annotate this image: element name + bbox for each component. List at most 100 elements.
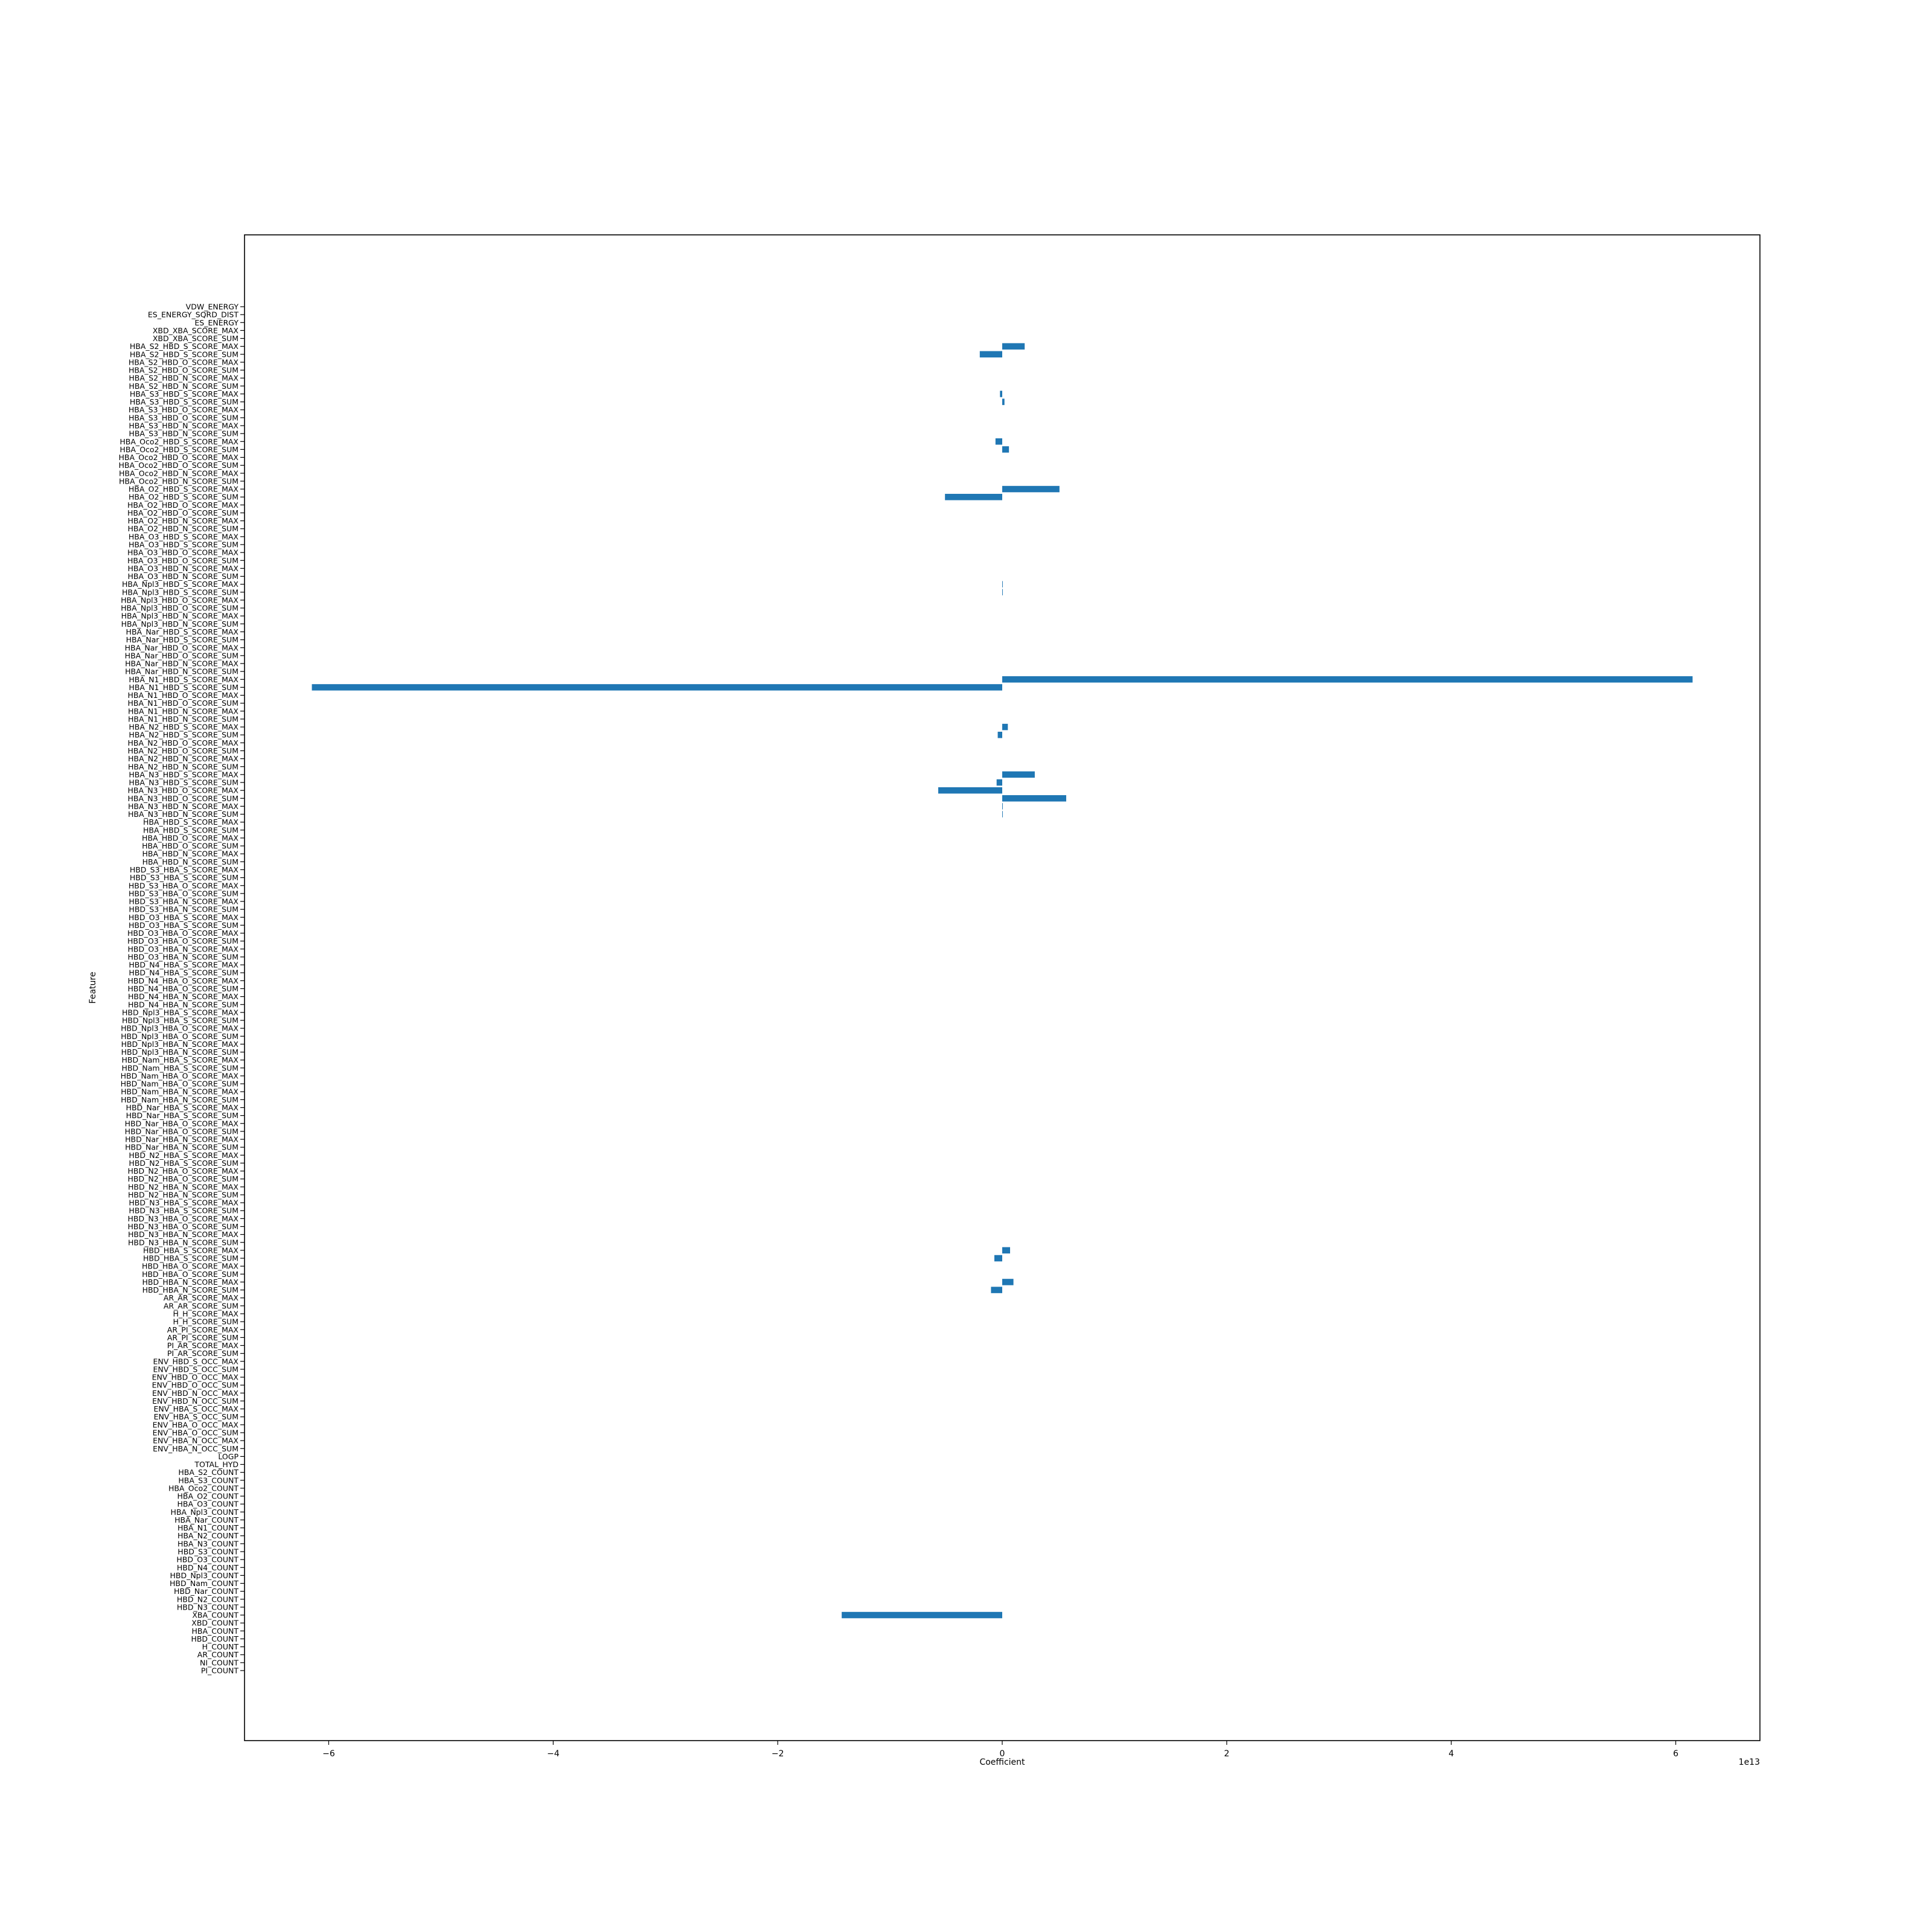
y-tick-label: HBA_O2_HBD_S_SCORE_MAX <box>129 485 239 494</box>
x-tick-label: 4 <box>1448 1749 1454 1759</box>
y-tick-label: HBA_N3_HBD_N_SCORE_MAX <box>128 802 238 811</box>
y-tick-label: HBD_N4_HBA_O_SCORE_MAX <box>127 976 238 985</box>
y-tick-label: HBA_Nar_HBD_N_SCORE_SUM <box>125 667 238 676</box>
y-tick-label: HBD_O3_COUNT <box>176 1555 238 1564</box>
bar-HBD_HBA_S_SCORE_MAX <box>1002 1247 1011 1254</box>
y-tick-label: HBA_Npl3_COUNT <box>171 1508 239 1517</box>
y-tick-label: HBD_O3_HBA_N_SCORE_MAX <box>127 944 238 953</box>
y-tick-label: HBD_Npl3_HBA_O_SCORE_MAX <box>121 1024 238 1033</box>
y-tick-label: XBD_XBA_SCORE_MAX <box>153 326 239 335</box>
y-tick-label: HBA_COUNT <box>192 1627 239 1636</box>
y-tick-label: ENV_HBD_N_OCC_MAX <box>152 1389 238 1398</box>
y-tick-label: HBA_N3_HBD_N_SCORE_SUM <box>128 810 238 819</box>
y-tick-label: HBA_HBD_O_SCORE_SUM <box>142 842 238 851</box>
y-tick-label: HBA_Npl3_HBD_N_SCORE_SUM <box>121 619 238 629</box>
y-tick-label: XBD_COUNT <box>191 1619 238 1628</box>
x-tick-label: 2 <box>1224 1749 1229 1759</box>
y-tick-label: HBD_HBA_N_SCORE_MAX <box>142 1278 239 1287</box>
y-tick-label: HBD_N4_HBA_O_SCORE_SUM <box>128 984 238 993</box>
bar-HBA_N3_HBD_S_SCORE_MAX <box>1002 771 1035 778</box>
y-tick-label: ES_ENERGY_SQRD_DIST <box>148 310 238 319</box>
y-tick-label: XBD_XBA_SCORE_SUM <box>153 334 238 343</box>
y-tick-label: HBA_Nar_HBD_S_SCORE_SUM <box>126 635 238 644</box>
y-tick-label: HBD_Nar_HBA_N_SCORE_SUM <box>125 1143 238 1152</box>
y-tick-label: PI_COUNT <box>201 1666 239 1675</box>
y-tick-label: HBA_Npl3_HBD_S_SCORE_SUM <box>122 587 238 597</box>
y-tick-label: HBA_S3_HBD_O_SCORE_MAX <box>129 405 239 414</box>
y-tick-label: HBA_Oco2_HBD_S_SCORE_MAX <box>120 437 238 446</box>
y-tick-label: HBA_N3_COUNT <box>178 1539 238 1548</box>
y-tick-label: HBA_Npl3_HBD_O_SCORE_SUM <box>121 604 238 613</box>
bars-layer <box>312 343 1693 1619</box>
y-tick-label: HBA_S2_HBD_N_SCORE_MAX <box>129 374 238 383</box>
y-tick-label: HBD_N2_HBA_S_SCORE_MAX <box>129 1151 238 1160</box>
y-tick-label: HBD_Nam_HBA_S_SCORE_SUM <box>122 1063 238 1072</box>
y-tick-label: HBA_O2_HBD_N_SCORE_MAX <box>127 516 238 525</box>
y-tick-label: HBD_S3_HBA_N_SCORE_SUM <box>129 905 238 914</box>
y-tick-label: HBD_Npl3_HBA_N_SCORE_MAX <box>121 1040 239 1049</box>
y-tick-label: HBD_N3_HBA_S_SCORE_MAX <box>129 1198 238 1208</box>
y-tick-label: HBA_N2_HBD_O_SCORE_SUM <box>128 746 238 755</box>
y-tick-label: HBA_Oco2_HBD_N_SCORE_SUM <box>119 476 238 485</box>
y-tick-label: HBA_O3_HBD_O_SCORE_MAX <box>127 548 238 557</box>
bar-HBA_O2_HBD_S_SCORE_MAX <box>1002 485 1060 493</box>
y-tick-label: HBA_Oco2_HBD_S_SCORE_SUM <box>120 445 238 454</box>
y-tick-label: HBA_O2_COUNT <box>177 1492 238 1501</box>
y-tick-label: HBA_S2_COUNT <box>178 1468 238 1477</box>
y-tick-label: HBA_Npl3_HBD_S_SCORE_MAX <box>122 580 238 589</box>
bar-HBA_S3_HBD_S_SCORE_SUM <box>1002 398 1005 405</box>
y-tick-label: HBD_N4_COUNT <box>177 1563 238 1572</box>
y-tick-label: HBA_Nar_HBD_S_SCORE_MAX <box>126 627 239 636</box>
y-tick-label: HBA_N2_HBD_S_SCORE_MAX <box>129 723 238 732</box>
y-tick-label: HBD_N2_HBA_N_SCORE_SUM <box>128 1190 238 1199</box>
y-tick-label: HBD_N2_HBA_O_SCORE_MAX <box>127 1166 238 1176</box>
y-tick-label: HBD_Nam_HBA_N_SCORE_SUM <box>121 1095 238 1104</box>
y-tick-label: AR_PI_SCORE_SUM <box>167 1333 238 1342</box>
y-tick-label: HBD_HBA_N_SCORE_SUM <box>142 1285 238 1294</box>
y-tick-label: HBA_N1_COUNT <box>178 1523 238 1532</box>
y-tick-label: HBA_N1_HBD_N_SCORE_SUM <box>128 714 238 723</box>
plot-frame <box>244 234 1761 1741</box>
y-tick-label: HBA_Nar_COUNT <box>174 1515 238 1524</box>
y-tick-label: ENV_HBD_S_OCC_MAX <box>153 1357 238 1366</box>
y-tick-label: HBA_Oco2_HBD_O_SCORE_MAX <box>118 453 238 462</box>
y-tick-label: AR_COUNT <box>197 1650 239 1659</box>
y-tick-label: XBA_COUNT <box>192 1611 238 1620</box>
y-tick-label: HBD_Nar_HBA_O_SCORE_MAX <box>125 1119 239 1128</box>
y-tick-label: HBD_O3_HBA_N_SCORE_SUM <box>128 952 238 961</box>
y-tick-label: HBD_COUNT <box>191 1634 238 1643</box>
y-tick-label: HBD_Nar_HBA_S_SCORE_MAX <box>126 1103 239 1112</box>
y-tick-label: ENV_HBA_O_OCC_SUM <box>153 1428 238 1437</box>
y-tick-label: ENV_HBA_S_OCC_SUM <box>154 1412 238 1421</box>
bar-HBA_O2_HBD_S_SCORE_SUM <box>945 493 1002 501</box>
x-tick-label: −2 <box>772 1749 784 1759</box>
y-tick-label: HBA_N1_HBD_O_SCORE_SUM <box>128 699 238 708</box>
bar-HBA_N1_HBD_S_SCORE_MAX <box>1002 676 1693 683</box>
y-tick-label: HBD_N4_HBA_N_SCORE_SUM <box>128 1000 238 1009</box>
y-tick-label: HBD_N3_HBA_S_SCORE_SUM <box>129 1206 238 1215</box>
y-tick-label: HBA_N2_HBD_N_SCORE_MAX <box>128 754 238 763</box>
y-tick-label: HBA_N1_HBD_O_SCORE_MAX <box>127 691 238 700</box>
y-tick-label: HBD_HBA_S_SCORE_MAX <box>143 1246 238 1255</box>
y-tick-label: HBD_S3_HBA_N_SCORE_MAX <box>129 897 238 906</box>
y-axis-label: Feature <box>88 972 98 1004</box>
y-tick-label: HBD_Npl3_HBA_S_SCORE_SUM <box>122 1016 238 1025</box>
y-tick-label: ENV_HBD_N_OCC_SUM <box>152 1396 238 1406</box>
y-tick-label: HBA_HBD_N_SCORE_SUM <box>142 857 238 866</box>
y-tick-label: HBA_O3_HBD_N_SCORE_SUM <box>128 572 238 581</box>
y-tick-label: ENV_HBD_O_OCC_MAX <box>152 1373 239 1382</box>
y-tick-label: HBD_Npl3_COUNT <box>170 1571 238 1580</box>
bar-HBA_Npl3_HBD_S_SCORE_SUM <box>1002 589 1003 596</box>
y-tick-label: HBA_O3_COUNT <box>177 1500 238 1509</box>
y-tick-label: NI_COUNT <box>200 1658 238 1667</box>
y-tick-label: HBA_N1_HBD_S_SCORE_SUM <box>129 683 238 692</box>
y-tick-label: HBA_O3_HBD_N_SCORE_MAX <box>127 564 238 573</box>
x-tick-label: 0 <box>1000 1749 1005 1759</box>
y-tick-label: HBA_S2_HBD_N_SCORE_SUM <box>129 382 238 391</box>
y-tick-label: HBD_Nar_COUNT <box>174 1587 238 1596</box>
y-tick-label: HBD_Nar_HBA_N_SCORE_MAX <box>125 1135 238 1144</box>
bar-HBA_N3_HBD_N_SCORE_SUM <box>1002 811 1003 817</box>
y-tick-label: HBA_N2_COUNT <box>178 1531 238 1540</box>
y-tick-label: HBD_Nar_HBA_O_SCORE_SUM <box>125 1127 238 1136</box>
